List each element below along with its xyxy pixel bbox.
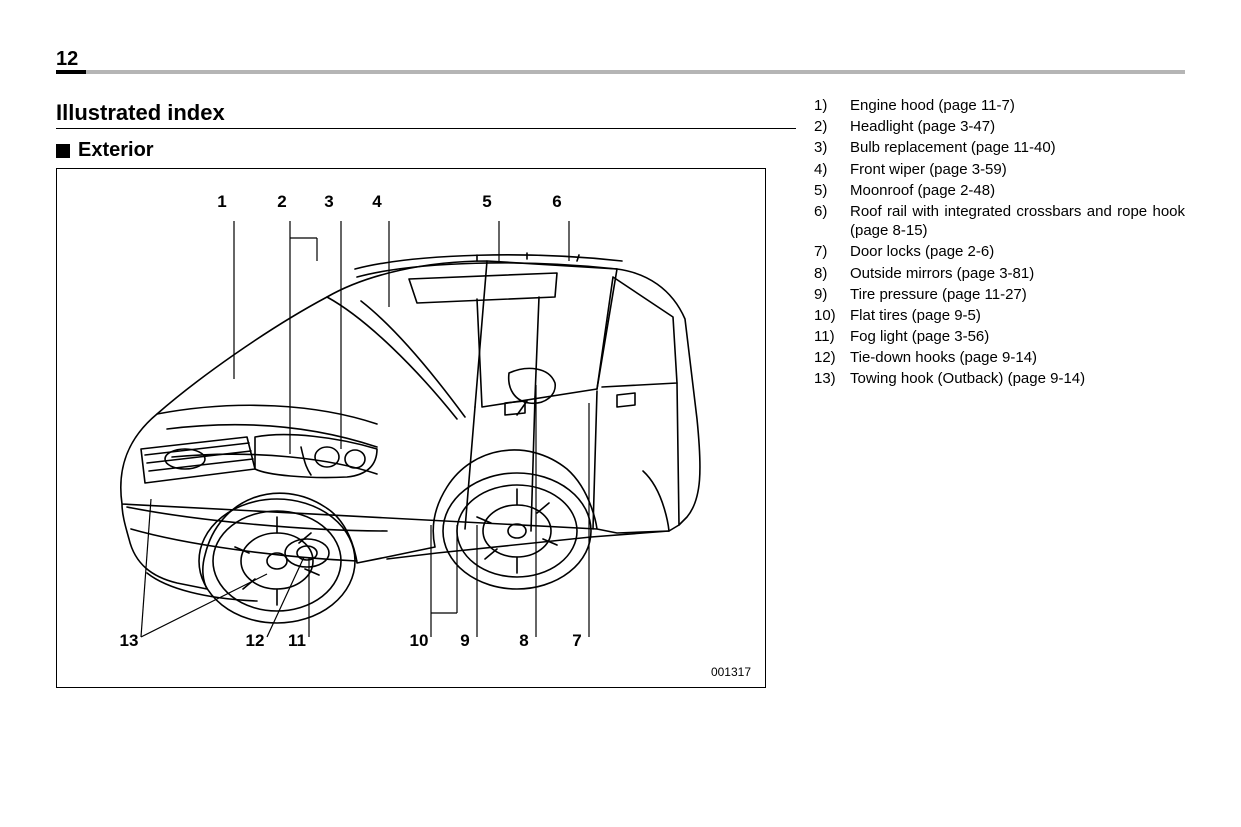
legend-number: 10) xyxy=(814,306,850,325)
figure-box: 12345613121110987 001317 xyxy=(56,168,766,688)
callout-5: 5 xyxy=(475,192,499,212)
legend-number: 3) xyxy=(814,138,850,157)
callout-7: 7 xyxy=(565,631,589,651)
bullet-square-icon xyxy=(56,144,70,158)
legend-text: Moonroof (page 2-48) xyxy=(850,181,1185,200)
title-rule xyxy=(56,128,796,129)
content-row: Illustrated index Exterior xyxy=(56,92,1185,688)
callout-11: 11 xyxy=(285,631,309,651)
section-title: Illustrated index xyxy=(56,100,796,126)
legend-number: 8) xyxy=(814,264,850,283)
left-column: Illustrated index Exterior xyxy=(56,92,796,688)
legend-text: Tire pressure (page 11-27) xyxy=(850,285,1185,304)
legend-row: 8)Outside mirrors (page 3-81) xyxy=(814,264,1185,283)
legend-number: 6) xyxy=(814,202,850,240)
legend-number: 12) xyxy=(814,348,850,367)
legend-number: 4) xyxy=(814,160,850,179)
legend-row: 12)Tie-down hooks (page 9-14) xyxy=(814,348,1185,367)
legend-text: Flat tires (page 9-5) xyxy=(850,306,1185,325)
legend-number: 7) xyxy=(814,242,850,261)
callout-2: 2 xyxy=(270,192,294,212)
callout-12: 12 xyxy=(243,631,267,651)
callout-9: 9 xyxy=(453,631,477,651)
callout-4: 4 xyxy=(365,192,389,212)
legend-row: 2)Headlight (page 3-47) xyxy=(814,117,1185,136)
legend-row: 13)Towing hook (Outback) (page 9-14) xyxy=(814,369,1185,388)
right-column: 1)Engine hood (page 11-7)2)Headlight (pa… xyxy=(796,92,1185,391)
callout-10: 10 xyxy=(407,631,431,651)
page-number: 12 xyxy=(56,48,78,71)
legend-row: 6)Roof rail with integrated crossbars an… xyxy=(814,202,1185,240)
legend-row: 4)Front wiper (page 3-59) xyxy=(814,160,1185,179)
legend-text: Tie-down hooks (page 9-14) xyxy=(850,348,1185,367)
legend-row: 5)Moonroof (page 2-48) xyxy=(814,181,1185,200)
legend-text: Roof rail with integrated crossbars and … xyxy=(850,202,1185,240)
legend-number: 13) xyxy=(814,369,850,388)
legend-list: 1)Engine hood (page 11-7)2)Headlight (pa… xyxy=(814,96,1185,389)
legend-number: 9) xyxy=(814,285,850,304)
manual-page: 12 Illustrated index Exterior xyxy=(0,0,1241,827)
figure-number: 001317 xyxy=(711,665,751,679)
legend-row: 9)Tire pressure (page 11-27) xyxy=(814,285,1185,304)
legend-row: 7)Door locks (page 2-6) xyxy=(814,242,1185,261)
page-rule-gray xyxy=(56,70,1185,74)
legend-row: 1)Engine hood (page 11-7) xyxy=(814,96,1185,115)
leader-lines xyxy=(57,169,766,688)
legend-number: 11) xyxy=(814,327,850,346)
legend-text: Outside mirrors (page 3-81) xyxy=(850,264,1185,283)
subsection-header: Exterior xyxy=(56,139,796,162)
page-rule-black xyxy=(56,70,86,74)
callout-13: 13 xyxy=(117,631,141,651)
legend-number: 5) xyxy=(814,181,850,200)
legend-text: Fog light (page 3-56) xyxy=(850,327,1185,346)
callout-1: 1 xyxy=(210,192,234,212)
legend-text: Bulb replacement (page 11-40) xyxy=(850,138,1185,157)
legend-text: Front wiper (page 3-59) xyxy=(850,160,1185,179)
legend-row: 3)Bulb replacement (page 11-40) xyxy=(814,138,1185,157)
legend-text: Towing hook (Outback) (page 9-14) xyxy=(850,369,1185,388)
callout-8: 8 xyxy=(512,631,536,651)
callout-6: 6 xyxy=(545,192,569,212)
legend-number: 1) xyxy=(814,96,850,115)
callout-3: 3 xyxy=(317,192,341,212)
legend-text: Engine hood (page 11-7) xyxy=(850,96,1185,115)
legend-text: Headlight (page 3-47) xyxy=(850,117,1185,136)
legend-row: 11)Fog light (page 3-56) xyxy=(814,327,1185,346)
legend-row: 10)Flat tires (page 9-5) xyxy=(814,306,1185,325)
subsection-title: Exterior xyxy=(78,139,154,162)
legend-number: 2) xyxy=(814,117,850,136)
page-number-row: 12 xyxy=(56,48,1185,74)
legend-text: Door locks (page 2-6) xyxy=(850,242,1185,261)
